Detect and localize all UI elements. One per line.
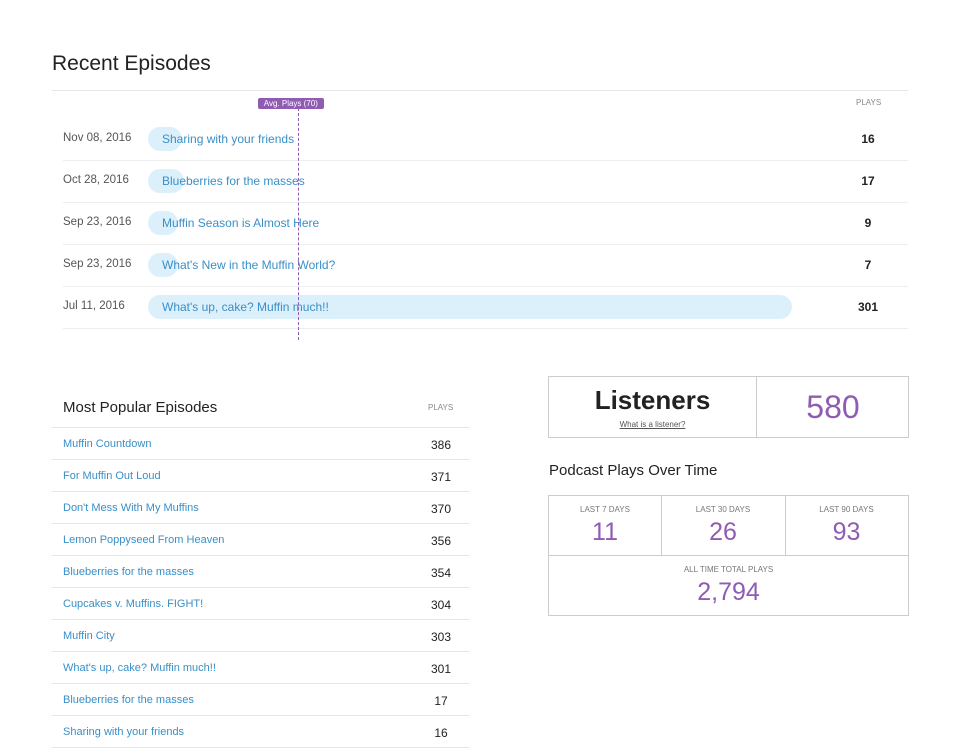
avg-line [297,108,299,340]
period-value: 26 [709,518,737,546]
play-bar [148,295,792,319]
divider [52,427,470,428]
plays: 304 [430,598,452,612]
plays: 7 [864,258,872,272]
plays: 16 [434,726,448,740]
episode-title[interactable]: Blueberries for the masses [63,694,194,706]
plays-box: LAST 7 DAYS 11 LAST 30 DAYS 26 LAST 90 DAYS 9… [548,495,909,616]
row-divider [52,587,470,588]
col-divider [661,496,662,555]
period-value: 93 [832,518,861,546]
episode-title[interactable]: Blueberries for the masses [162,174,305,188]
plays: 356 [430,534,452,548]
listener-link[interactable]: What is a listener? [619,420,686,429]
row-divider [52,491,470,492]
listeners-box: Listeners What is a listener? 580 [548,376,909,438]
row-divider [63,244,908,245]
play-bar [148,253,178,277]
episode-title[interactable]: Sharing with your friends [63,726,185,738]
col-divider [785,496,786,555]
plays-header: PLAYS [856,98,882,107]
episode-title[interactable]: What's New in the Muffin World? [162,258,336,272]
row-divider [52,715,470,716]
episode-title[interactable]: Muffin Season is Almost Here [162,216,320,230]
episode-title[interactable]: Sharing with your friends [162,132,295,146]
all-time-value: 2,794 [697,578,760,606]
plays: 16 [861,132,875,146]
episode-title[interactable]: Muffin City [63,630,115,642]
plays: 17 [861,174,875,188]
episode-title[interactable]: Cupcakes v. Muffins. FIGHT! [63,598,204,610]
avg-label: Avg. Plays (70) [257,98,324,109]
episode-title[interactable]: For Muffin Out Loud [63,470,161,482]
row-divider [52,555,470,556]
row-divider [63,328,908,329]
episode-date: Sep 23, 2016 [63,258,132,270]
row-divider [63,286,908,287]
episode-date: Sep 23, 2016 [63,216,132,228]
recent-title: Recent Episodes [52,52,211,75]
row-divider [52,523,470,524]
episode-title[interactable]: Blueberries for the masses [63,566,194,578]
listeners-title: Listeners [594,385,711,415]
episode-title[interactable]: What's up, cake? Muffin much!! [162,300,329,314]
play-bar [148,127,183,151]
play-bar [148,211,178,235]
period-label: LAST 30 DAYS [695,505,751,514]
row-divider [52,651,470,652]
row-divider [63,202,908,203]
listeners-value: 580 [806,389,860,425]
plays-over-time-title: Podcast Plays Over Time [549,462,718,479]
row-divider [63,160,908,161]
row-divider [52,459,470,460]
plays: 301 [857,300,879,314]
plays: 9 [864,216,872,230]
episode-title[interactable]: Lemon Poppyseed From Heaven [63,534,225,546]
plays: 17 [434,694,448,708]
plays: 371 [430,470,452,484]
popular-title: Most Popular Episodes [63,399,218,416]
episode-title[interactable]: Don't Mess With My Muffins [63,502,199,514]
row-divider [52,747,470,748]
plays: 386 [430,438,452,452]
episode-title[interactable]: Muffin Countdown [63,438,152,450]
row-divider [52,619,470,620]
episode-date: Jul 11, 2016 [63,300,125,312]
episode-title[interactable]: What's up, cake? Muffin much!! [63,662,216,674]
row-divider [52,683,470,684]
plays: 370 [430,502,452,516]
plays: 354 [430,566,452,580]
period-value: 11 [592,518,618,546]
period-label: LAST 7 DAYS [580,505,630,514]
plays: 301 [430,662,452,676]
divider [52,90,908,91]
all-time-label: ALL TIME TOTAL PLAYS [683,565,774,574]
episode-date: Nov 08, 2016 [63,132,132,144]
plays-header: PLAYS [428,403,454,412]
plays: 303 [430,630,452,644]
play-bar [148,169,185,193]
episode-date: Oct 28, 2016 [63,174,129,186]
period-label: LAST 90 DAYS [819,505,874,514]
